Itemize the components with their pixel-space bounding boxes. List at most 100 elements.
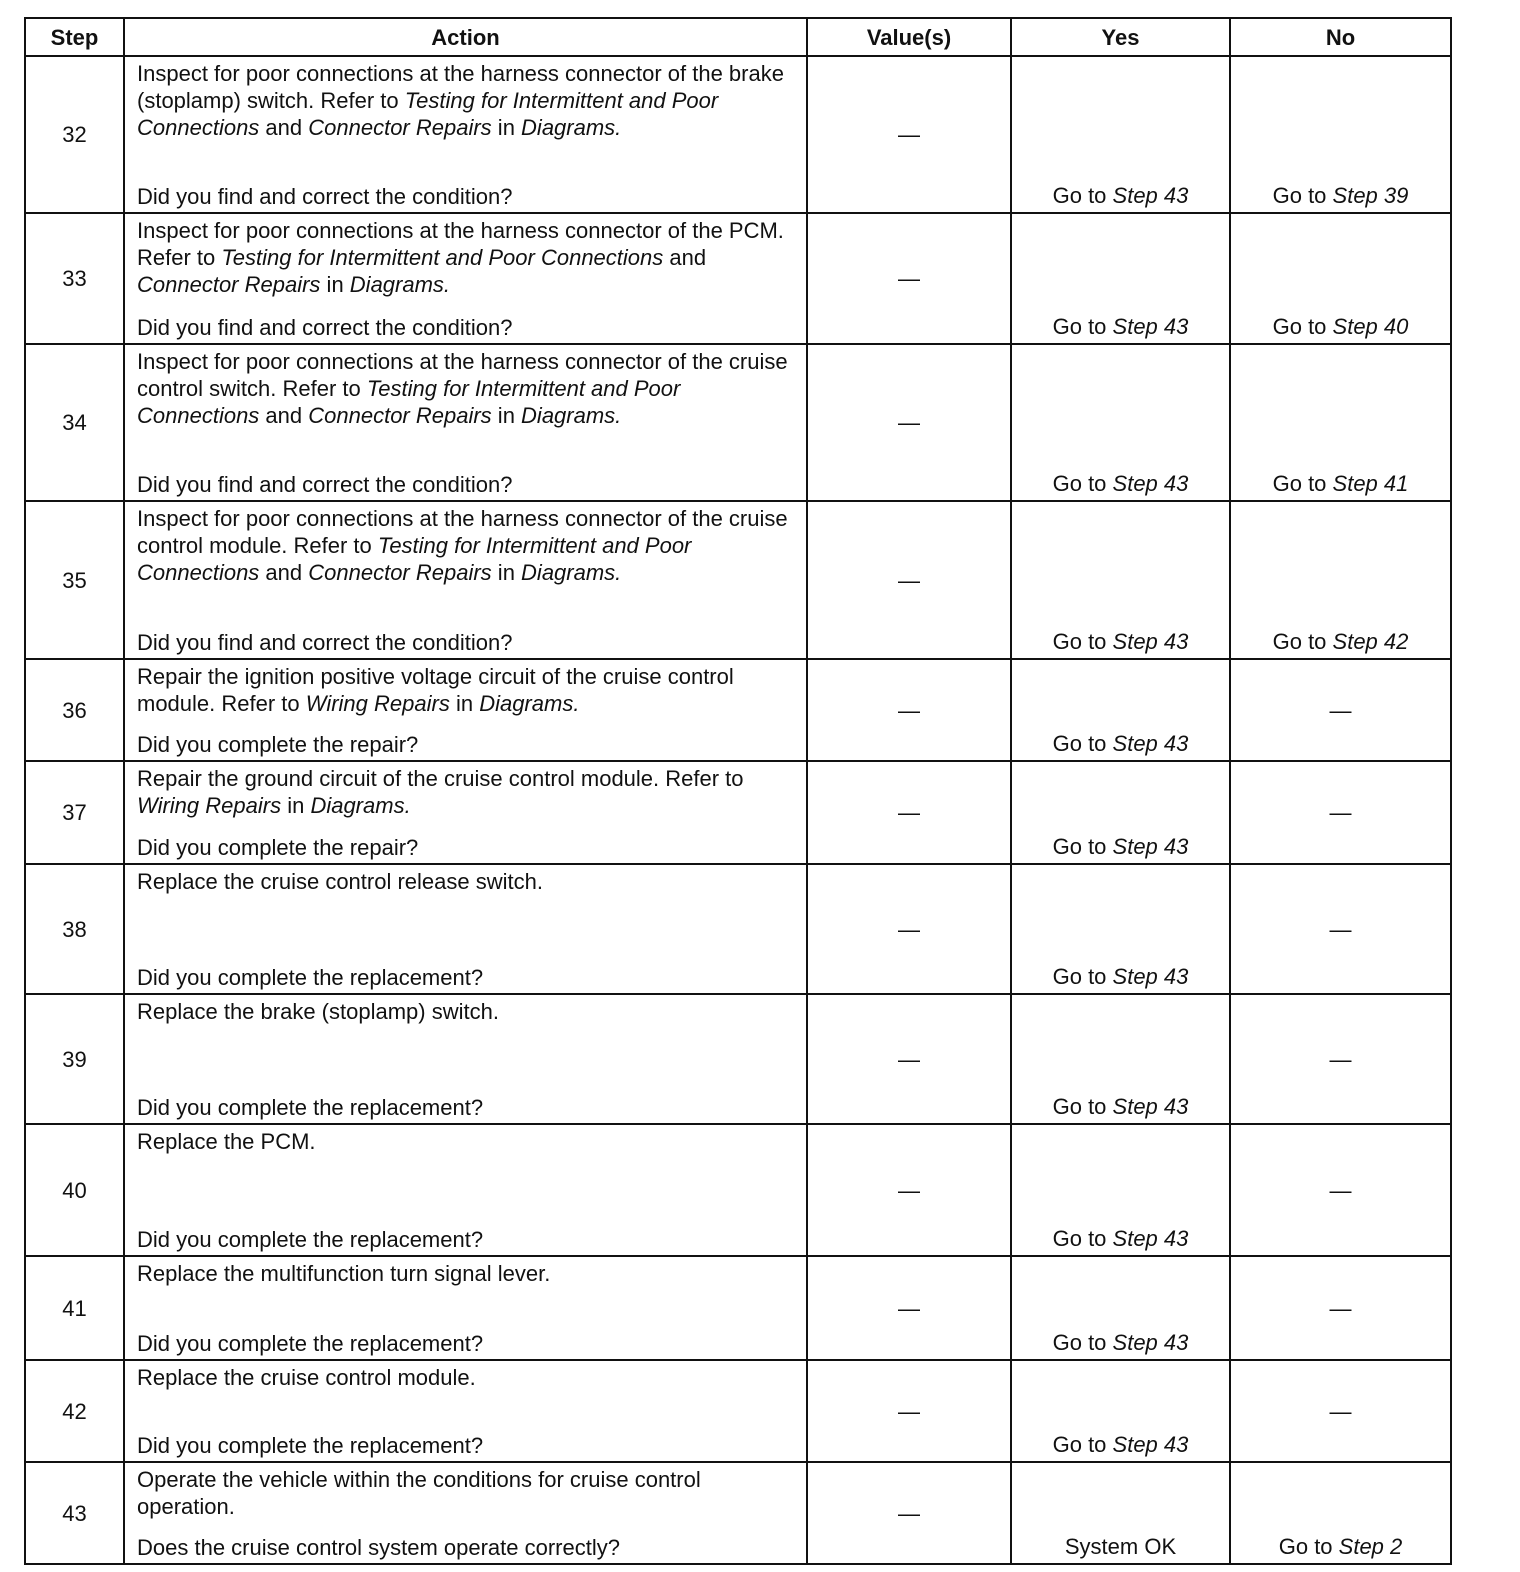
yes-result: Go to Step 43 (1053, 1329, 1189, 1356)
value-text: — (898, 1295, 920, 1321)
yes-segment: Go to (1052, 1330, 1113, 1355)
action-text: Operate the vehicle within the condition… (137, 1466, 796, 1520)
no-result: — (1330, 1177, 1352, 1204)
value-text: — (898, 1500, 920, 1526)
action-question: Did you complete the replacement? (137, 965, 484, 990)
yes-segment: Go to (1052, 1226, 1113, 1251)
action-segment: Connector Repairs (308, 115, 492, 140)
action-segment: and (259, 560, 309, 585)
action-text: Inspect for poor connections at the harn… (137, 348, 796, 429)
no-segment: Step 40 (1332, 314, 1409, 339)
action-segment: in (320, 272, 350, 297)
action-segment: Diagrams. (521, 560, 622, 585)
value-text: — (898, 697, 920, 723)
value-text: — (898, 800, 920, 825)
action-segment: Testing for Intermittent and Poor Connec… (221, 245, 664, 270)
action-segment: Replace the cruise control module. (137, 1365, 476, 1390)
action-cell: Repair the ground circuit of the cruise … (123, 760, 808, 865)
step-number: 33 (62, 266, 87, 291)
action-segment: Wiring Repairs (137, 793, 282, 818)
value-cell: — (806, 760, 1012, 865)
yes-cell: Go to Step 43 (1010, 343, 1231, 502)
step-cell: 33 (24, 212, 125, 345)
step-number: 41 (62, 1295, 87, 1321)
yes-segment: Go to (1052, 964, 1113, 989)
no-segment: — (1329, 1046, 1352, 1072)
action-segment: Diagrams. (349, 272, 451, 297)
no-result: — (1330, 1398, 1352, 1425)
no-result: Go to Step 42 (1273, 628, 1409, 655)
value-cell: — (806, 1255, 1012, 1361)
no-segment: — (1329, 916, 1352, 942)
no-cell: — (1229, 658, 1452, 762)
yes-result: Go to Step 43 (1053, 628, 1189, 655)
step-number: 37 (62, 800, 87, 825)
step-number: 35 (62, 567, 87, 593)
yes-segment: Step 43 (1112, 964, 1189, 989)
yes-segment: Go to (1052, 731, 1113, 756)
value-text: — (898, 567, 920, 593)
yes-cell: Go to Step 43 (1010, 658, 1231, 762)
no-cell: — (1229, 1359, 1452, 1463)
yes-segment: Step 43 (1112, 1094, 1189, 1119)
value-text: — (898, 410, 920, 435)
no-segment: — (1329, 800, 1352, 825)
step-cell: 35 (24, 500, 125, 660)
step-cell: 39 (24, 993, 125, 1125)
yes-segment: Go to (1052, 1432, 1113, 1457)
table-row: 35 Inspect for poor connections at the h… (24, 500, 1452, 660)
yes-segment: Go to (1052, 314, 1113, 339)
header-row: Step Action Value(s) Yes No (24, 17, 1452, 57)
step-cell: 43 (24, 1461, 125, 1565)
no-cell: Go to Step 2 (1229, 1461, 1452, 1565)
no-cell: — (1229, 760, 1452, 865)
no-result: Go to Step 39 (1273, 182, 1409, 209)
value-cell: — (806, 658, 1012, 762)
no-segment: Go to (1272, 314, 1333, 339)
no-result: Go to Step 41 (1273, 470, 1409, 497)
action-question: Did you find and correct the condition? (137, 184, 513, 209)
step-number: 38 (62, 916, 87, 942)
no-segment: — (1329, 1295, 1352, 1321)
no-cell: Go to Step 40 (1229, 212, 1452, 345)
yes-segment: Go to (1052, 471, 1113, 496)
yes-segment: Go to (1052, 1094, 1113, 1119)
header-values: Value(s) (806, 17, 1012, 57)
no-cell: — (1229, 1123, 1452, 1257)
no-segment: Step 39 (1332, 183, 1409, 208)
action-cell: Replace the brake (stoplamp) switch. Did… (123, 993, 808, 1125)
yes-cell: Go to Step 43 (1010, 1255, 1231, 1361)
action-segment: Connector Repairs (308, 403, 492, 428)
no-cell: Go to Step 42 (1229, 500, 1452, 660)
action-question: Did you complete the replacement? (137, 1095, 484, 1120)
action-question: Did you complete the replacement? (137, 1227, 484, 1252)
action-segment: Replace the multifunction turn signal le… (137, 1261, 551, 1286)
value-cell: — (806, 212, 1012, 345)
step-number: 34 (62, 410, 87, 435)
yes-result: Go to Step 43 (1053, 833, 1189, 860)
yes-segment: Step 43 (1112, 834, 1189, 859)
action-segment: Repair the ignition positive voltage cir… (137, 664, 734, 716)
value-text: — (898, 122, 920, 147)
action-segment: Testing for Intermittent and Poor Connec… (137, 533, 692, 585)
no-result: — (1330, 697, 1352, 724)
value-cell: — (806, 1359, 1012, 1463)
value-cell: — (806, 1461, 1012, 1565)
action-text: Inspect for poor connections at the harn… (137, 505, 796, 586)
header-action: Action (123, 17, 808, 57)
action-text: Replace the multifunction turn signal le… (137, 1260, 796, 1287)
action-segment: Wiring Repairs (305, 691, 450, 716)
header-no: No (1229, 17, 1452, 57)
no-segment: Step 41 (1332, 471, 1409, 496)
no-segment: Step 2 (1338, 1534, 1403, 1559)
action-segment: Replace the brake (stoplamp) switch. (137, 999, 499, 1024)
yes-result: Go to Step 43 (1053, 730, 1189, 757)
value-cell: — (806, 863, 1012, 995)
action-cell: Inspect for poor connections at the harn… (123, 500, 808, 660)
no-segment: Go to (1278, 1534, 1339, 1559)
yes-segment: Go to (1052, 629, 1113, 654)
action-segment: and (259, 403, 309, 428)
table-row: 40 Replace the PCM. Did you complete the… (24, 1123, 1452, 1257)
no-segment: Step 42 (1332, 629, 1409, 654)
yes-cell: Go to Step 43 (1010, 760, 1231, 865)
